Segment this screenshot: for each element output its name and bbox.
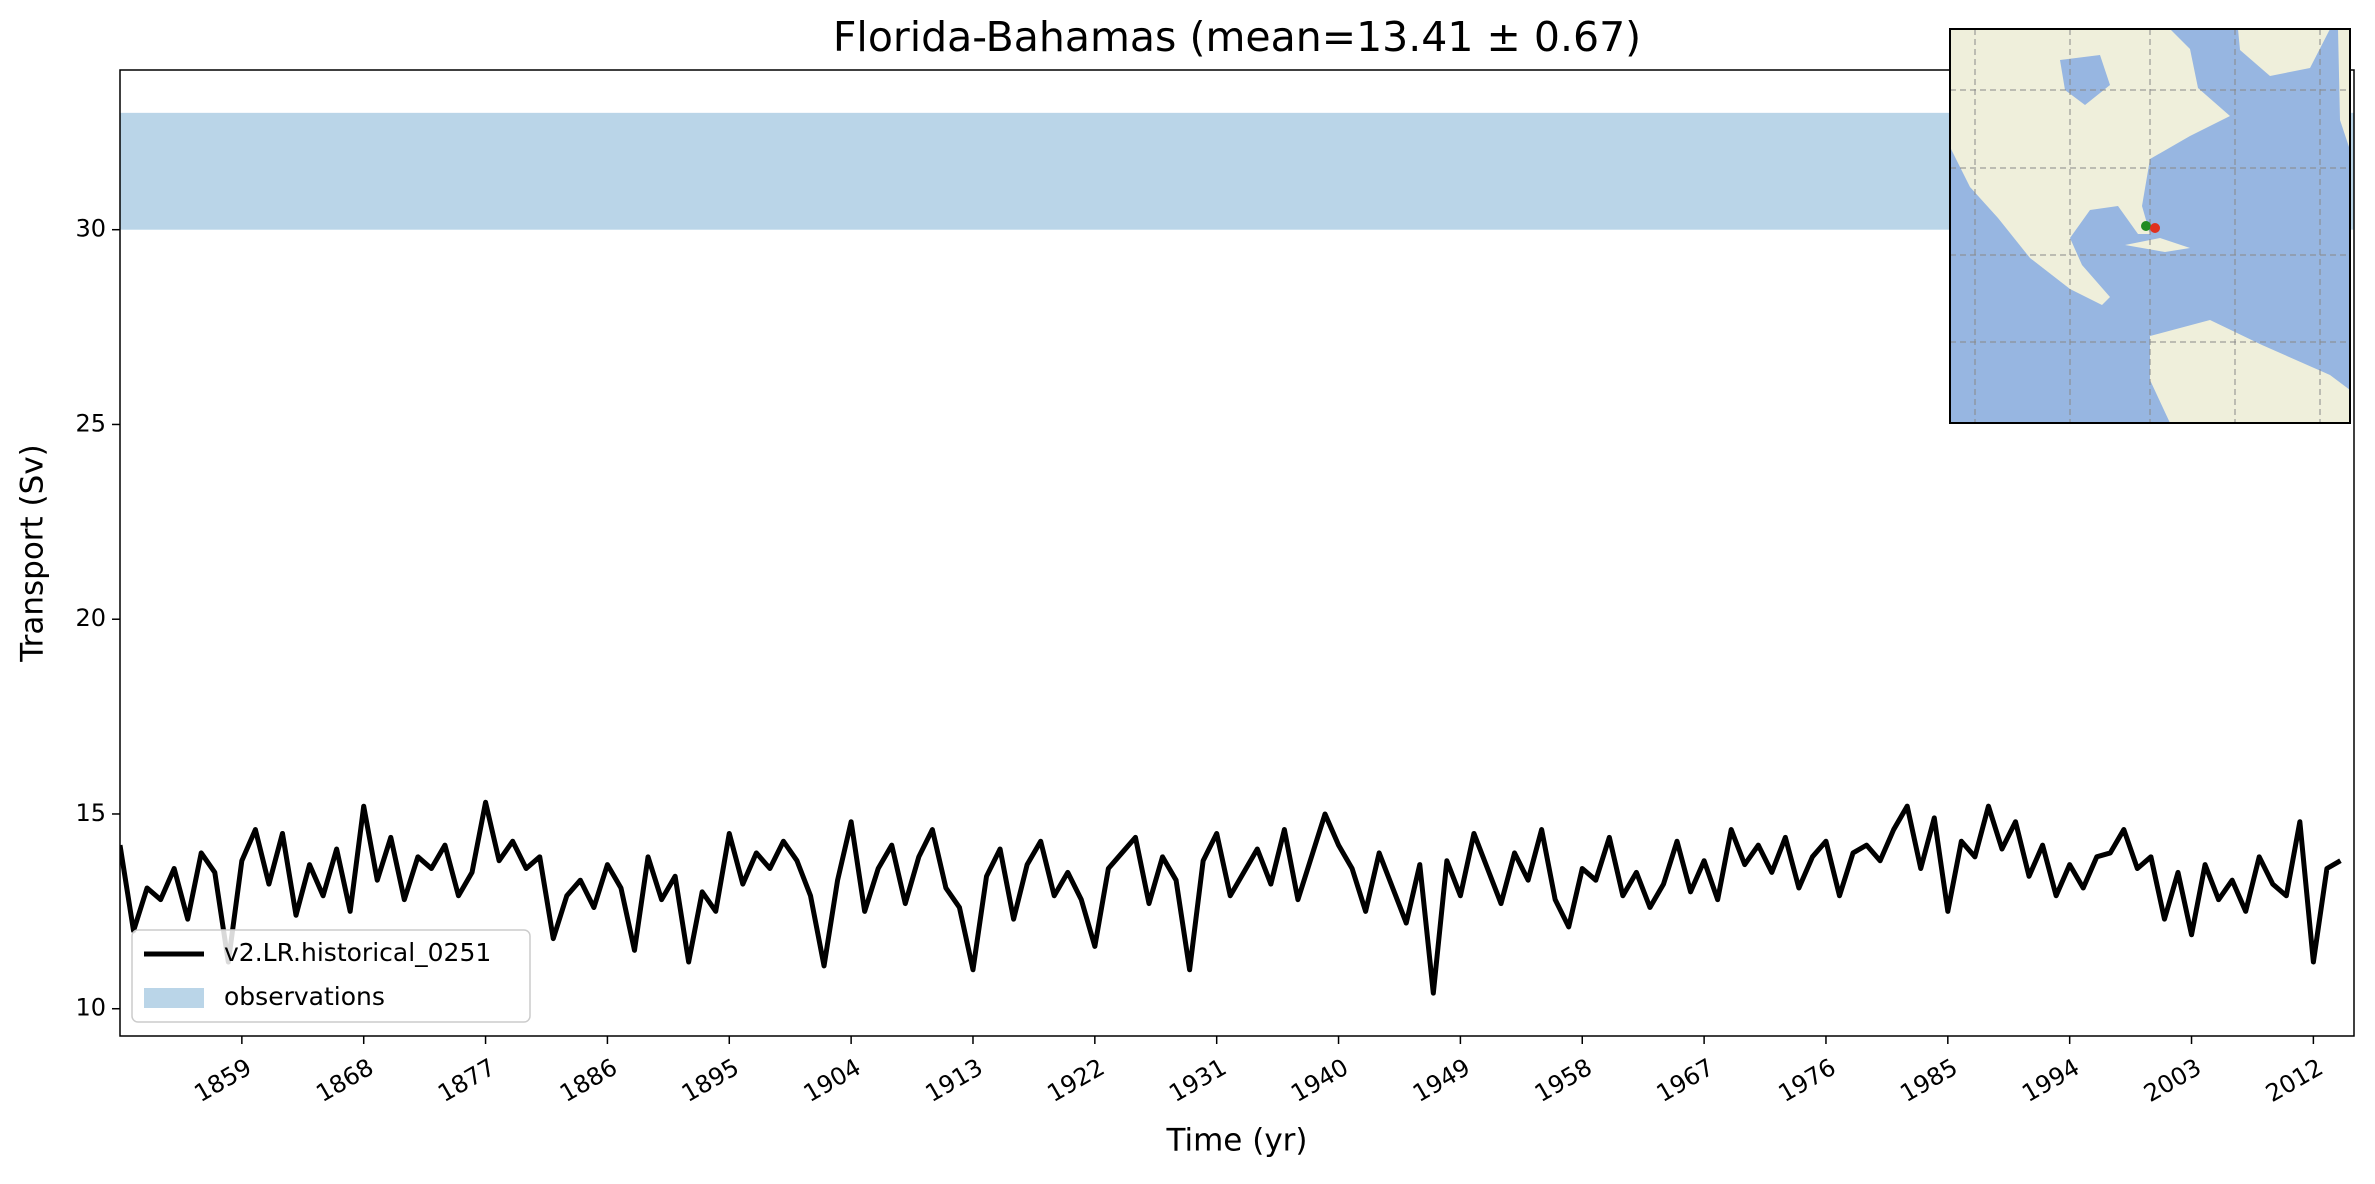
- legend-box: [131, 929, 531, 1023]
- map-marker: [2141, 221, 2151, 231]
- chart-title: Florida-Bahamas (mean=13.41 ± 0.67): [833, 13, 1641, 61]
- map-water: [2060, 55, 2110, 105]
- legend-patch: [144, 988, 204, 1008]
- y-tick-label: 30: [75, 215, 106, 243]
- map-land: [2238, 29, 2330, 76]
- map-frame: [1949, 28, 2351, 424]
- y-tick-label: 20: [75, 604, 106, 632]
- map-land: [1950, 29, 2230, 305]
- y-tick-label: 15: [75, 799, 106, 827]
- map-land: [2125, 238, 2190, 252]
- y-tick-label: 10: [75, 994, 106, 1022]
- map-inset: [1949, 28, 2351, 424]
- map-marker: [2150, 223, 2160, 233]
- map-graticule: [1950, 29, 2350, 423]
- map-land: [2150, 320, 2350, 423]
- legend-label: observations: [224, 982, 385, 1011]
- legend-label: v2.LR.historical_0251: [224, 938, 491, 967]
- y-tick-label: 25: [75, 409, 106, 437]
- y-axis-label: Transport (Sv): [15, 444, 51, 663]
- x-axis-label: Time (yr): [1166, 1123, 1308, 1159]
- line-series: [120, 799, 2342, 996]
- plot-frame: [119, 69, 2355, 1037]
